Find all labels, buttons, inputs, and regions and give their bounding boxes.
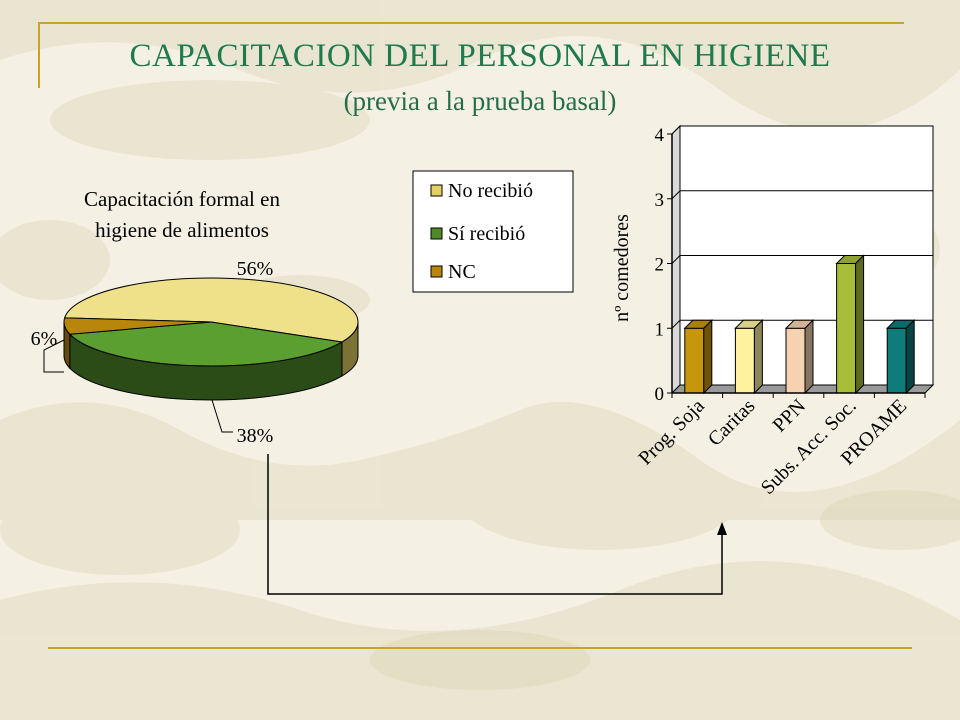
bottom-rule bbox=[48, 647, 912, 649]
legend-swatch-si-recibio bbox=[430, 227, 443, 240]
bar-side-4 bbox=[905, 319, 915, 395]
legend-label-si-recibio: Sí recibió bbox=[448, 223, 525, 245]
bar-2 bbox=[785, 327, 806, 394]
bar-y-tick-label-4: 4 bbox=[655, 125, 665, 146]
connector-arrow-line bbox=[267, 454, 723, 595]
bar-y-tick-label-3: 3 bbox=[655, 190, 665, 211]
bar-side-0 bbox=[703, 319, 713, 395]
bar-y-tick-label-1: 1 bbox=[655, 319, 665, 340]
bar-3 bbox=[836, 263, 857, 394]
bar-y-tick-label-2: 2 bbox=[655, 255, 665, 276]
bar-gridline-3 bbox=[671, 190, 933, 200]
legend-label-nc: NC bbox=[448, 261, 476, 283]
pie-chart bbox=[63, 277, 359, 401]
bar-side-3 bbox=[855, 254, 865, 395]
bar-1 bbox=[734, 327, 755, 394]
pie-slice-nc bbox=[63, 317, 212, 335]
bar-0 bbox=[684, 327, 705, 394]
slide-title: CAPACITACION DEL PERSONAL EN HIGIENE bbox=[129, 38, 831, 74]
top-rule-horizontal bbox=[38, 22, 904, 24]
pie-title-line-2: higiene de alimentos bbox=[95, 218, 269, 242]
legend-label-no-recibio: No recibió bbox=[448, 180, 533, 202]
pie-slice-s-recibi- bbox=[68, 321, 344, 367]
pie-label-nc: 6% bbox=[31, 328, 58, 350]
pie-slice-no-recibi- bbox=[63, 277, 359, 343]
bar-side-2 bbox=[804, 319, 814, 395]
pie-label-si-recibio: 38% bbox=[237, 425, 274, 447]
bar-gridline-4 bbox=[671, 125, 933, 135]
top-rule-vertical bbox=[38, 22, 40, 88]
bar-side-1 bbox=[753, 319, 763, 395]
pie-title-line-1: Capacitación formal en bbox=[84, 187, 280, 211]
pie-label-no-recibio: 56% bbox=[237, 258, 274, 280]
bar-y-axis-label: nº comedores bbox=[611, 214, 633, 322]
legend-swatch-nc bbox=[430, 265, 443, 278]
bar-x-label-2: PPN bbox=[769, 395, 811, 437]
bar-x-label-0: Prog. Soja bbox=[634, 395, 709, 470]
bar-x-label-1: Caritas bbox=[704, 395, 760, 451]
pie-legend: No recibió Sí recibió NC bbox=[412, 170, 574, 293]
connector-arrowhead bbox=[717, 522, 727, 535]
bar-4 bbox=[886, 327, 907, 394]
slide-subtitle: (previa a la prueba basal) bbox=[343, 86, 617, 116]
pie-leader-line-38 bbox=[211, 399, 233, 433]
legend-swatch-no-recibio bbox=[430, 184, 443, 197]
bar-y-tick-label-0: 0 bbox=[655, 384, 665, 405]
pie-leader-line-6 bbox=[43, 339, 65, 373]
